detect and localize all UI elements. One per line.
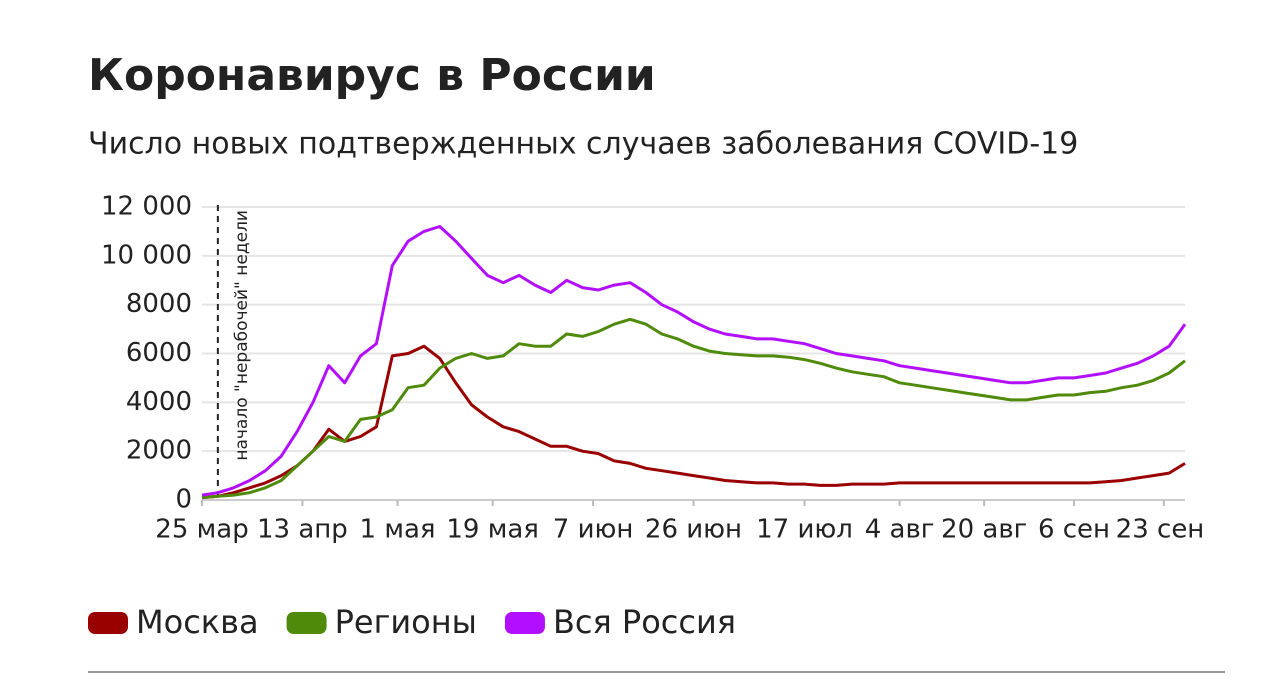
series-line — [201, 225, 1187, 497]
x-tick-label: 17 июл — [756, 515, 853, 545]
legend-label: Москва — [136, 603, 259, 641]
y-tick-label: 4000 — [126, 387, 192, 417]
chart-subtitle: Число новых подтвержденных случаев забол… — [88, 127, 1078, 162]
legend-label: Регионы — [335, 603, 477, 641]
y-tick-label: 6000 — [126, 338, 192, 368]
x-tick-label: 13 апр — [257, 515, 348, 545]
x-tick-label: 6 сен — [1038, 515, 1110, 545]
x-tick-label: 26 июн — [645, 515, 742, 545]
x-tick-label: 1 мая — [360, 515, 436, 545]
x-tick-label: 25 мар — [155, 515, 248, 545]
y-tick-label: 8000 — [126, 289, 192, 319]
y-tick-label: 12 000 — [101, 192, 192, 222]
x-tick-label: 4 авг — [865, 515, 935, 545]
annotation-text: начало "нерабочей" недели — [232, 210, 252, 461]
y-tick-label: 10 000 — [101, 240, 192, 270]
y-tick-label: 0 — [175, 485, 192, 515]
series-line — [201, 344, 1186, 500]
legend-swatch — [286, 612, 327, 634]
legend-label: Вся Россия — [553, 603, 736, 641]
x-tick-label: 19 мая — [446, 515, 539, 545]
x-tick-label: 23 сен — [1116, 515, 1205, 545]
series-line — [201, 317, 1186, 500]
legend-swatch — [504, 612, 545, 634]
y-tick-label: 2000 — [126, 436, 192, 466]
chart-title: Коронавирус в России — [88, 50, 656, 101]
x-tick-label: 20 авг — [941, 515, 1027, 545]
x-tick-label: 7 июн — [553, 515, 634, 545]
legend-swatch — [88, 612, 128, 634]
